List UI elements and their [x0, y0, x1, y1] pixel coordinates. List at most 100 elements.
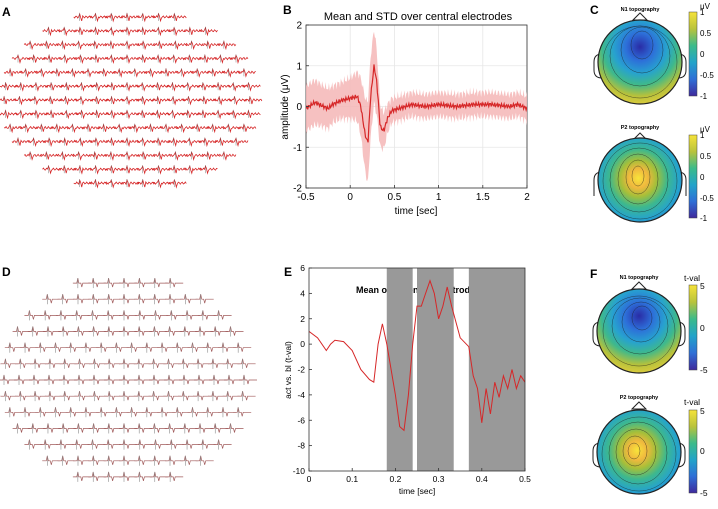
- layoutD-trace-100: [59, 391, 78, 401]
- layoutD-trace-116: [50, 407, 69, 417]
- layoutA-trace-62: [0, 82, 18, 91]
- layoutA-trace-138: [152, 137, 171, 146]
- layoutA-trace-124: [175, 123, 194, 134]
- layoutD-trace-155: [197, 439, 216, 449]
- layoutA-trace-8: [57, 26, 77, 37]
- layoutA-trace-19: [40, 40, 59, 49]
- layoutA-trace-103: [105, 109, 125, 120]
- layoutA-trace-23: [104, 40, 123, 49]
- layoutD-trace-92: [194, 374, 212, 385]
- layoutA-trace-72: [151, 81, 170, 91]
- layoutD-trace-66: [59, 358, 78, 368]
- layoutA-trace-31: [11, 54, 31, 65]
- layoutA-trace-47: [19, 68, 39, 78]
- topo-C-p2-cbar-tick-0: 0: [700, 173, 705, 182]
- layoutA-trace-122: [144, 123, 163, 132]
- layoutD-trace-121: [126, 407, 145, 417]
- layoutD-trace-76: [207, 358, 226, 368]
- layoutA-trace-114: [19, 123, 38, 134]
- layoutA-trace-89: [151, 95, 170, 105]
- layoutA-trace-80: [13, 95, 32, 106]
- chart-E-ylabel: act vs. bl (t-val): [283, 341, 293, 399]
- layoutD-trace-77: [222, 358, 241, 368]
- topo-F-n1-title: N1 topography: [620, 275, 660, 281]
- layoutD-trace-95: [239, 374, 257, 385]
- layoutD-trace-44: [210, 326, 229, 336]
- layoutA-trace-48: [34, 68, 54, 78]
- layoutA-trace-136: [120, 137, 140, 148]
- layoutA-trace-158: [57, 164, 77, 174]
- layoutA-trace-151: [137, 151, 156, 160]
- layoutA-trace-3: [120, 12, 140, 22]
- layoutD-trace-99: [44, 391, 63, 401]
- layoutD-trace-131: [42, 423, 61, 433]
- layoutA-trace-41: [167, 54, 186, 65]
- topo-F-p2-cbar-tick-0: 0: [700, 446, 705, 456]
- layoutA-trace-164: [152, 165, 171, 175]
- layoutD-trace-18: [24, 310, 43, 320]
- layoutD-trace-169: [88, 471, 107, 481]
- topo-C-n1-cbar-tick-neg0.5: -0.5: [700, 71, 714, 80]
- layoutD-trace-109: [193, 391, 212, 401]
- topo-F-p2-colorbar-unit: t-val: [684, 397, 700, 407]
- layoutA-trace-143: [229, 137, 249, 147]
- layoutD-trace-138: [149, 423, 168, 433]
- layoutD-trace-149: [103, 439, 122, 449]
- layoutA-trace-139: [167, 137, 186, 148]
- layoutD-trace-83: [59, 374, 77, 385]
- layoutD-trace-8: [57, 294, 76, 304]
- layoutD-trace-104: [118, 391, 137, 401]
- layoutA-trace-73: [166, 81, 185, 92]
- layoutA-trace-7: [42, 26, 61, 37]
- layoutA-trace-84: [74, 95, 94, 106]
- layoutA-trace-83: [59, 95, 78, 106]
- layoutA-trace-18: [23, 40, 43, 51]
- layoutA-trace-127: [222, 123, 241, 134]
- layoutA-trace-123: [159, 123, 179, 134]
- layoutA-trace-2: [105, 12, 124, 23]
- layoutD-trace-123: [157, 407, 176, 417]
- layoutA-trace-131: [42, 137, 62, 148]
- layoutD-trace-114: [20, 407, 38, 417]
- chart-E-ytick-label-8: 6: [300, 263, 305, 273]
- layoutD-trace-45: [225, 326, 244, 336]
- layoutD-trace-174: [165, 471, 184, 481]
- layoutA-trace-5: [152, 12, 171, 23]
- layoutA-trace-65: [45, 82, 64, 91]
- layoutD-trace-51: [80, 342, 99, 352]
- chart-B-mean-line: [306, 64, 527, 143]
- layoutD-trace-39: [134, 326, 153, 336]
- topo-C-p2-cbar-tick-1: 1: [700, 131, 705, 140]
- layoutD-trace-160: [88, 455, 107, 465]
- chart-B-xtick-label-1: 0: [347, 192, 353, 203]
- layoutD-trace-166: [180, 455, 199, 465]
- layoutD-trace-135: [103, 423, 122, 433]
- topo-C-p2-colorbar-unit: μV: [700, 125, 711, 134]
- chart-E-sig-window-2: [468, 268, 525, 471]
- layoutA-trace-25: [136, 40, 156, 51]
- chart-B-ytick-label-4: 2: [296, 21, 302, 32]
- layoutD-trace-88: [134, 374, 152, 385]
- layoutA-trace-75: [196, 82, 216, 91]
- layoutA-trace-174: [168, 179, 187, 189]
- layoutD-trace-167: [195, 455, 214, 465]
- layoutD-trace-163: [134, 455, 153, 465]
- chart-B-ylabel: amplitude (μV): [280, 74, 291, 139]
- chart-B-ytick-label-0: -2: [293, 184, 302, 195]
- layoutA-trace-40: [151, 54, 171, 65]
- layoutD-trace-96: [0, 391, 19, 401]
- topo-F-n1-colorbar: [688, 284, 698, 371]
- chart-B-xtick-label-3: 1: [436, 192, 442, 203]
- layoutA-trace-140: [183, 137, 202, 147]
- topo-C-p2-map: [597, 137, 683, 223]
- layoutA-trace-34: [58, 54, 78, 65]
- layoutD-trace-168: [72, 471, 91, 481]
- layoutA-trace-171: [120, 178, 140, 188]
- layoutD-trace-3: [118, 278, 137, 288]
- layoutA-trace-102: [90, 109, 109, 118]
- layoutA-trace-49: [50, 67, 70, 77]
- layoutA-trace-118: [81, 123, 101, 132]
- layoutD-trace-7: [42, 294, 61, 304]
- chart-E-ytick-label-5: 0: [300, 339, 305, 349]
- layoutD-trace-65: [44, 358, 63, 368]
